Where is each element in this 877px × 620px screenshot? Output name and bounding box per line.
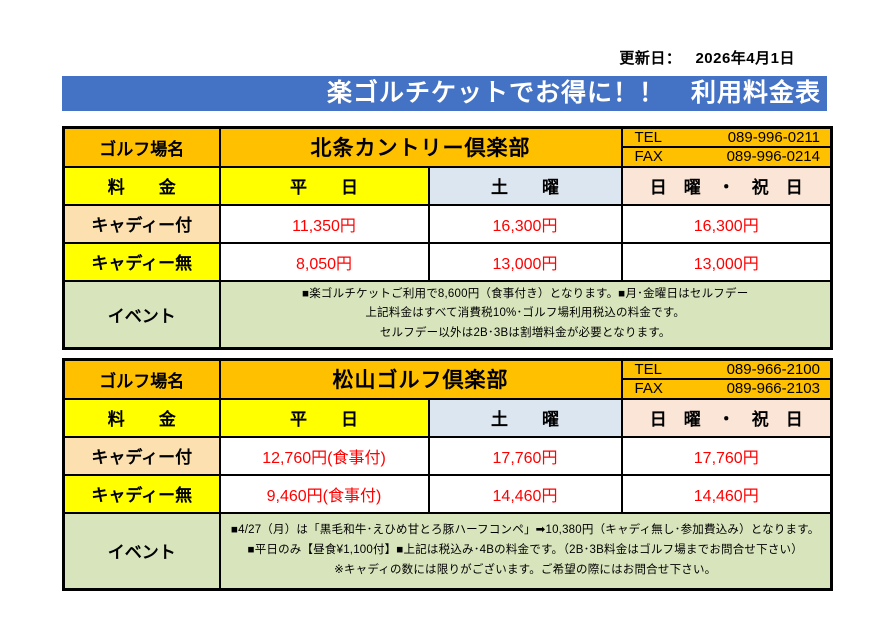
caddy-with-label: キャディー付 [62,435,221,476]
update-date-label: 更新日： [619,50,682,67]
event-note-line: セルフデー以外は2B･3Bは割増料金が必要となります。 [379,327,671,340]
price-saturday: 17,760円 [427,435,623,476]
table-row: 料 金 平 日 土 曜 日 曜 ・ 祝 日 [62,165,833,206]
fax-number: 089-966-2103 [726,380,820,398]
course-name: 北条カントリー倶楽部 [218,126,623,168]
event-label: イベント [62,279,221,350]
weekday-header: 平 日 [218,397,430,438]
table-row: キャディー付 12,760円(食事付) 17,760円 17,760円 [62,435,833,476]
saturday-header: 土 曜 [427,165,623,206]
price-weekday: 12,760円(食事付) [218,435,430,476]
course-name-label: ゴルフ場名 [62,126,221,168]
table-row: ゴルフ場名 松山ゴルフ倶楽部 TEL 089-966-2100 FAX 089-… [62,358,833,400]
tel-row: TEL 089-996-0211 [623,129,830,149]
event-note-line: 上記料金はすべて消費税10%･ゴルフ場利用税込の料金です。 [365,307,686,320]
tel-number: 089-996-0211 [727,129,820,147]
price-holiday: 13,000円 [620,241,833,282]
price-saturday: 13,000円 [427,241,623,282]
price-holiday: 14,460円 [620,473,833,514]
event-label: イベント [62,511,221,591]
caddy-with-label: キャディー付 [62,203,221,244]
course-name-label: ゴルフ場名 [62,358,221,400]
fee-header: 料 金 [62,397,221,438]
tel-number: 089-966-2100 [726,361,820,379]
price-holiday: 17,760円 [620,435,833,476]
event-notes: ■4/27（月）は「黒毛和牛･えひめ甘とろ豚ハーフコンペ」➡10,380円（キャ… [218,511,833,591]
holiday-header: 日 曜 ・ 祝 日 [620,165,833,206]
saturday-header: 土 曜 [427,397,623,438]
telfax-cell: TEL 089-966-2100 FAX 089-966-2103 [620,358,833,400]
weekday-header: 平 日 [218,165,430,206]
fax-row: FAX 089-996-0214 [624,148,830,166]
fax-label: FAX [634,148,663,166]
table-row: イベント ■4/27（月）は「黒毛和牛･えひめ甘とろ豚ハーフコンペ」➡10,38… [62,511,833,591]
table-row: ゴルフ場名 北条カントリー倶楽部 TEL 089-996-0211 FAX 08… [62,126,833,168]
title-banner: 楽ゴルチケットでお得に！！ 利用料金表 [62,76,827,111]
price-saturday: 14,460円 [427,473,623,514]
fee-header: 料 金 [62,165,221,206]
course-name: 松山ゴルフ倶楽部 [218,358,623,400]
event-note-line: ■楽ゴルチケットご利用で8,600円（食事付き）となります。■月･金曜日はセルフ… [302,287,749,300]
event-note-line: ■4/27（月）は「黒毛和牛･えひめ甘とろ豚ハーフコンペ」➡10,380円（キャ… [230,524,820,537]
price-weekday: 11,350円 [218,203,430,244]
fax-label: FAX [634,380,663,398]
event-note-line: ※キャディの数には限りがございます。ご希望の際にはお問合せ下さい。 [334,563,717,576]
caddy-without-label: キャディー無 [62,473,221,514]
holiday-header: 日 曜 ・ 祝 日 [620,397,833,438]
price-saturday: 16,300円 [427,203,623,244]
fax-row: FAX 089-966-2103 [624,380,830,398]
table-row: キャディー付 11,350円 16,300円 16,300円 [62,203,833,244]
fax-number: 089-996-0214 [726,148,820,166]
tel-label: TEL [634,129,663,147]
table-row: キャディー無 9,460円(食事付) 14,460円 14,460円 [62,473,833,514]
tel-row: TEL 089-966-2100 [623,361,830,381]
price-weekday: 8,050円 [218,241,430,282]
price-table-matsuyama: ゴルフ場名 松山ゴルフ倶楽部 TEL 089-966-2100 FAX 089-… [62,358,833,591]
update-date-line: 更新日： 2026年4月1日 [62,47,795,68]
table-row: 料 金 平 日 土 曜 日 曜 ・ 祝 日 [62,397,833,438]
telfax-stack: TEL 089-966-2100 FAX 089-966-2103 [623,361,830,398]
table-row: イベント ■楽ゴルチケットご利用で8,600円（食事付き）となります。■月･金曜… [62,279,833,350]
tel-label: TEL [634,361,663,379]
event-note-line: ■平日のみ【昼食¥1,100付】■上記は税込み･4Bの料金です。（2B･3B料金… [247,543,803,556]
update-date-value: 2026年4月1日 [695,50,795,67]
price-holiday: 16,300円 [620,203,833,244]
event-notes: ■楽ゴルチケットご利用で8,600円（食事付き）となります。■月･金曜日はセルフ… [218,279,833,350]
caddy-without-label: キャディー無 [62,241,221,282]
telfax-cell: TEL 089-996-0211 FAX 089-996-0214 [620,126,833,168]
table-row: キャディー無 8,050円 13,000円 13,000円 [62,241,833,282]
price-table-hojo: ゴルフ場名 北条カントリー倶楽部 TEL 089-996-0211 FAX 08… [62,126,833,350]
telfax-stack: TEL 089-996-0211 FAX 089-996-0214 [623,129,830,166]
price-weekday: 9,460円(食事付) [218,473,430,514]
